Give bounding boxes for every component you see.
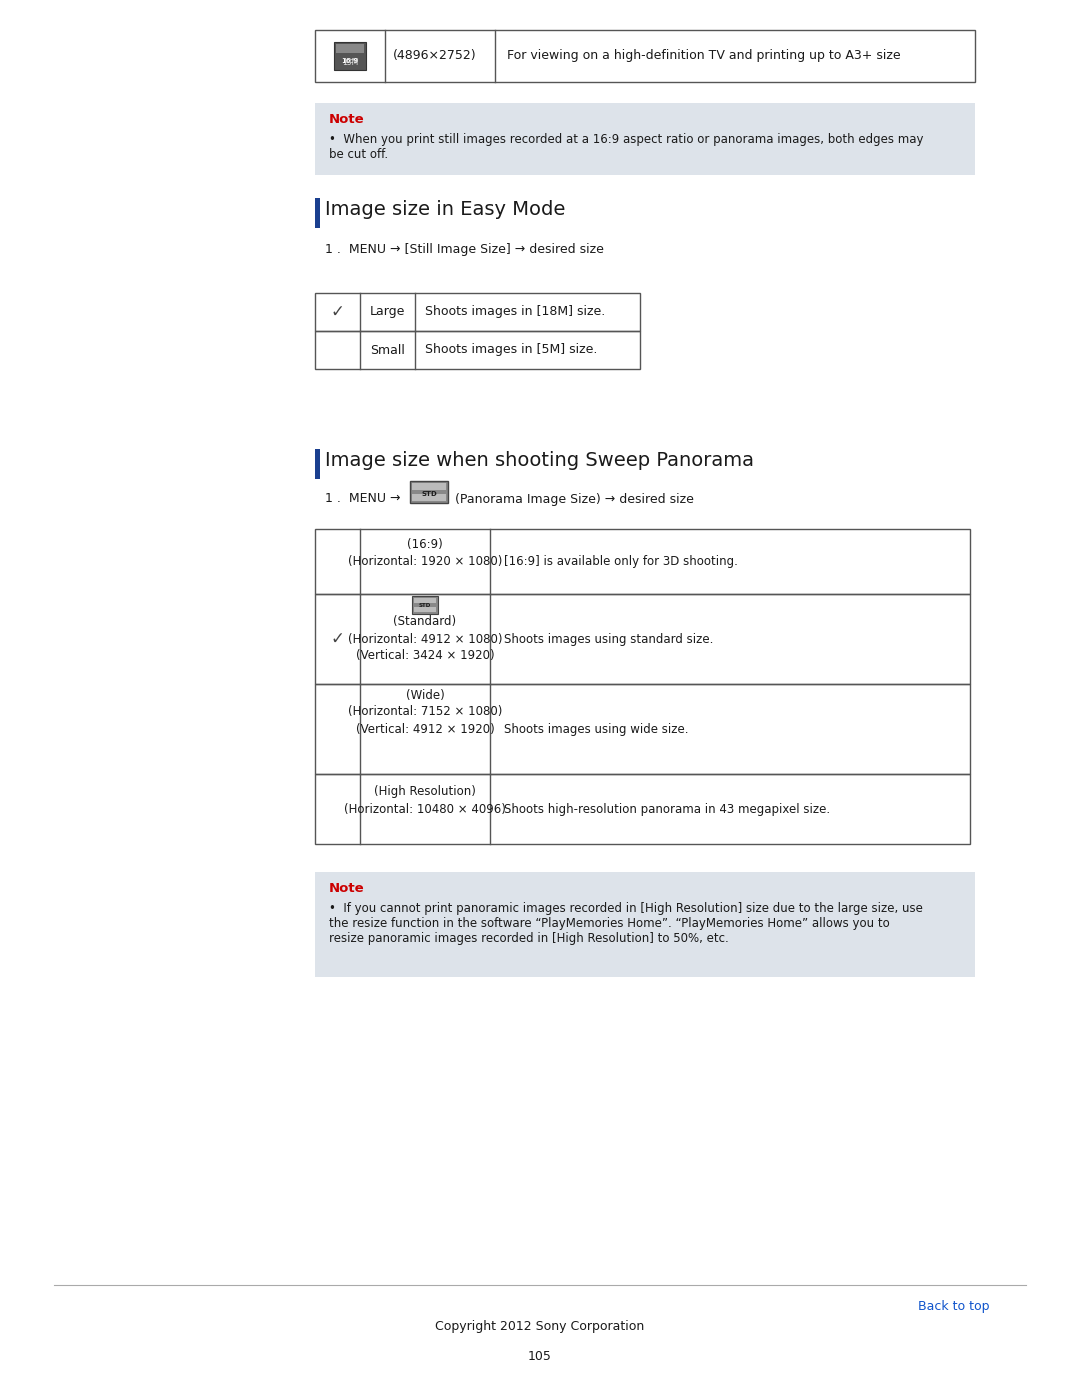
Bar: [315, 29, 975, 82]
Text: Note: Note: [329, 113, 365, 126]
Text: (Standard): (Standard): [393, 616, 457, 629]
Text: 105: 105: [528, 1350, 552, 1363]
Bar: [315, 103, 975, 175]
Text: 1 .  MENU → [Still Image Size] → desired size: 1 . MENU → [Still Image Size] → desired …: [325, 243, 604, 256]
Text: ✓: ✓: [330, 630, 345, 648]
Bar: [410, 481, 448, 503]
Bar: [315, 448, 320, 479]
Text: For viewing on a high-definition TV and printing up to A3+ size: For viewing on a high-definition TV and …: [507, 49, 901, 63]
Text: (16:9): (16:9): [407, 538, 443, 550]
Text: Shoots images in [5M] size.: Shoots images in [5M] size.: [426, 344, 597, 356]
Text: (Horizontal: 10480 × 4096): (Horizontal: 10480 × 4096): [345, 802, 505, 816]
Bar: [411, 495, 446, 502]
Bar: [315, 331, 640, 369]
Text: [16:9] is available only for 3D shooting.: [16:9] is available only for 3D shooting…: [504, 555, 738, 569]
Text: (Vertical: 3424 × 1920): (Vertical: 3424 × 1920): [355, 650, 495, 662]
Bar: [315, 198, 320, 228]
Text: STD: STD: [421, 490, 437, 497]
Text: (4896×2752): (4896×2752): [393, 49, 476, 63]
Text: (High Resolution): (High Resolution): [374, 785, 476, 799]
Text: 16:9: 16:9: [341, 59, 359, 64]
Text: Note: Note: [329, 882, 365, 895]
Text: (Wide): (Wide): [406, 689, 444, 701]
Bar: [334, 42, 366, 70]
Bar: [315, 872, 975, 977]
Text: Shoots images using wide size.: Shoots images using wide size.: [504, 722, 689, 735]
Text: (Panorama Image Size) → desired size: (Panorama Image Size) → desired size: [451, 493, 693, 506]
Text: (Vertical: 4912 × 1920): (Vertical: 4912 × 1920): [355, 722, 495, 735]
Bar: [411, 483, 446, 490]
Text: Copyright 2012 Sony Corporation: Copyright 2012 Sony Corporation: [435, 1320, 645, 1333]
Text: (Horizontal: 7152 × 1080): (Horizontal: 7152 × 1080): [348, 705, 502, 718]
Text: •  When you print still images recorded at a 16:9 aspect ratio or panorama image: • When you print still images recorded a…: [329, 133, 923, 161]
Text: Shoots high-resolution panorama in 43 megapixel size.: Shoots high-resolution panorama in 43 me…: [504, 802, 831, 816]
Bar: [411, 595, 438, 613]
Bar: [336, 43, 364, 53]
Text: Shoots images using standard size.: Shoots images using standard size.: [504, 633, 714, 645]
Text: Small: Small: [370, 344, 405, 356]
Text: Image size when shooting Sweep Panorama: Image size when shooting Sweep Panorama: [325, 451, 754, 469]
Text: ✓: ✓: [330, 303, 345, 321]
Text: Back to top: Back to top: [918, 1301, 990, 1313]
Bar: [315, 774, 970, 844]
Text: 1 .  MENU →: 1 . MENU →: [325, 493, 405, 506]
Bar: [414, 598, 436, 602]
Text: (Horizontal: 4912 × 1080): (Horizontal: 4912 × 1080): [348, 633, 502, 645]
Bar: [315, 529, 970, 594]
Text: •  If you cannot print panoramic images recorded in [High Resolution] size due t: • If you cannot print panoramic images r…: [329, 902, 923, 944]
Text: Image size in Easy Mode: Image size in Easy Mode: [325, 200, 565, 219]
Text: 13M: 13M: [342, 59, 359, 67]
Bar: [315, 594, 970, 685]
Bar: [414, 606, 436, 612]
Text: (Horizontal: 1920 × 1080): (Horizontal: 1920 × 1080): [348, 555, 502, 569]
Text: STD: STD: [419, 604, 431, 608]
Bar: [315, 685, 970, 774]
Text: Large: Large: [369, 306, 405, 319]
Text: Shoots images in [18M] size.: Shoots images in [18M] size.: [426, 306, 605, 319]
Bar: [315, 293, 640, 331]
